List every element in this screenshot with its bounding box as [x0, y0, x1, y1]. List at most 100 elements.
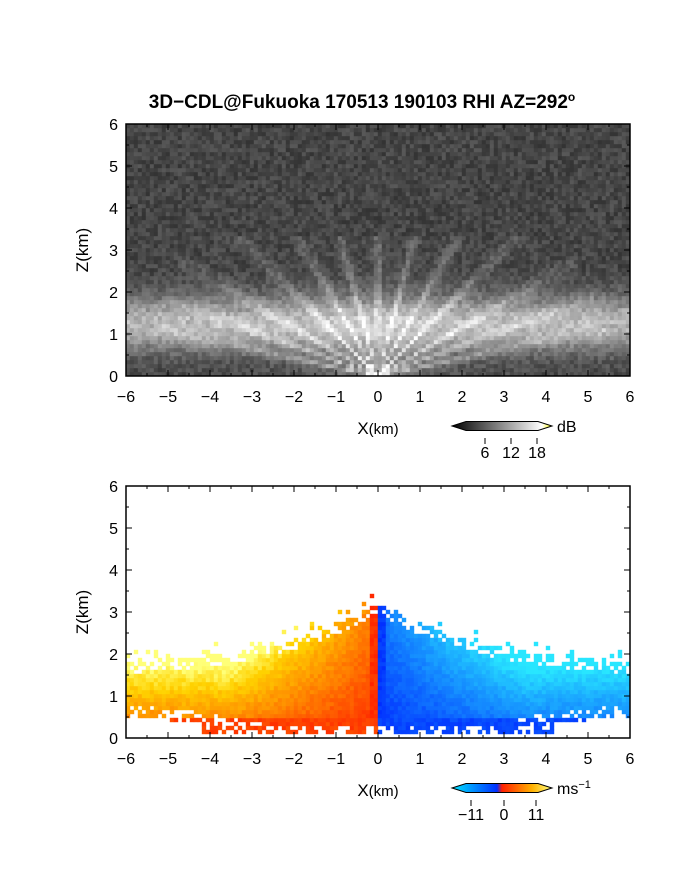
reflectivity-cell	[281, 303, 287, 309]
reflectivity-cell	[185, 355, 191, 361]
reflectivity-cell	[389, 211, 395, 217]
reflectivity-cell	[381, 291, 387, 297]
reflectivity-cell	[341, 195, 347, 201]
reflectivity-cell	[385, 299, 391, 305]
reflectivity-cell	[433, 291, 439, 297]
reflectivity-cell	[177, 227, 183, 233]
reflectivity-cell	[133, 135, 139, 141]
reflectivity-cell	[313, 343, 319, 349]
reflectivity-cell	[229, 219, 235, 225]
reflectivity-cell	[293, 323, 299, 329]
reflectivity-cell	[353, 259, 359, 265]
reflectivity-cell	[273, 347, 279, 353]
reflectivity-cell	[373, 167, 379, 173]
reflectivity-cell	[421, 131, 427, 137]
reflectivity-cell	[425, 331, 431, 337]
reflectivity-cell	[145, 331, 151, 337]
reflectivity-cell	[361, 363, 367, 369]
reflectivity-cell	[373, 259, 379, 265]
reflectivity-cell	[277, 155, 283, 161]
reflectivity-cell	[169, 327, 175, 333]
reflectivity-cell	[265, 127, 271, 133]
reflectivity-cell	[201, 271, 207, 277]
reflectivity-cell	[369, 195, 375, 201]
reflectivity-cell	[265, 187, 271, 193]
reflectivity-cell	[126, 255, 131, 261]
reflectivity-cell	[141, 167, 147, 173]
reflectivity-cell	[217, 315, 223, 321]
reflectivity-cell	[281, 155, 287, 161]
reflectivity-cell	[153, 227, 159, 233]
reflectivity-cell	[197, 151, 203, 157]
reflectivity-cell	[321, 175, 327, 181]
reflectivity-cell	[301, 239, 307, 245]
reflectivity-cell	[145, 267, 151, 273]
reflectivity-cell	[269, 163, 275, 169]
reflectivity-cell	[269, 124, 275, 129]
reflectivity-cell	[185, 223, 191, 229]
reflectivity-cell	[281, 231, 287, 237]
reflectivity-cell	[273, 307, 279, 313]
reflectivity-cell	[153, 219, 159, 225]
reflectivity-cell	[337, 327, 343, 333]
reflectivity-cell	[145, 311, 151, 317]
reflectivity-cell	[417, 195, 423, 201]
reflectivity-cell	[309, 267, 315, 273]
reflectivity-cell	[273, 255, 279, 261]
reflectivity-cell	[209, 131, 215, 137]
reflectivity-cell	[209, 367, 215, 373]
reflectivity-cell	[157, 139, 163, 145]
reflectivity-cell	[213, 347, 219, 353]
reflectivity-cell	[141, 203, 147, 209]
reflectivity-cell	[229, 124, 235, 129]
reflectivity-cell	[409, 199, 415, 205]
reflectivity-cell	[217, 155, 223, 161]
reflectivity-cell	[321, 319, 327, 325]
reflectivity-cell	[177, 339, 183, 345]
reflectivity-cell	[413, 371, 419, 376]
reflectivity-cell	[305, 355, 311, 361]
reflectivity-cell	[437, 347, 443, 353]
reflectivity-cell	[285, 339, 291, 345]
reflectivity-cell	[377, 175, 383, 181]
reflectivity-cell	[269, 263, 275, 269]
reflectivity-cell	[177, 167, 183, 173]
reflectivity-cell	[341, 283, 347, 289]
reflectivity-cell	[129, 371, 135, 376]
reflectivity-cell	[333, 203, 339, 209]
reflectivity-cell	[221, 135, 227, 141]
reflectivity-cell	[377, 183, 383, 189]
reflectivity-cell	[177, 359, 183, 365]
reflectivity-cell	[265, 279, 271, 285]
reflectivity-cell	[225, 167, 231, 173]
reflectivity-cell	[305, 223, 311, 229]
reflectivity-cell	[373, 171, 379, 177]
reflectivity-cell	[197, 339, 203, 345]
reflectivity-cell	[405, 323, 411, 329]
reflectivity-cell	[337, 187, 343, 193]
reflectivity-cell	[217, 124, 223, 129]
reflectivity-cell	[425, 135, 431, 141]
reflectivity-cell	[337, 231, 343, 237]
reflectivity-cell	[253, 151, 259, 157]
reflectivity-cell	[217, 279, 223, 285]
reflectivity-cell	[361, 315, 367, 321]
reflectivity-cell	[401, 207, 407, 213]
reflectivity-cell	[389, 139, 395, 145]
reflectivity-cell	[417, 347, 423, 353]
reflectivity-cell	[181, 319, 187, 325]
reflectivity-cell	[201, 347, 207, 353]
reflectivity-cell	[405, 343, 411, 349]
reflectivity-cell	[149, 187, 155, 193]
reflectivity-cell	[421, 295, 427, 301]
reflectivity-cell	[237, 323, 243, 329]
reflectivity-cell	[193, 283, 199, 289]
reflectivity-cell	[217, 239, 223, 245]
reflectivity-cell	[317, 143, 323, 149]
reflectivity-cell	[273, 259, 279, 265]
reflectivity-cell	[289, 299, 295, 305]
reflectivity-cell	[193, 175, 199, 181]
reflectivity-cell	[177, 175, 183, 181]
reflectivity-cell	[369, 135, 375, 141]
reflectivity-cell	[289, 179, 295, 185]
